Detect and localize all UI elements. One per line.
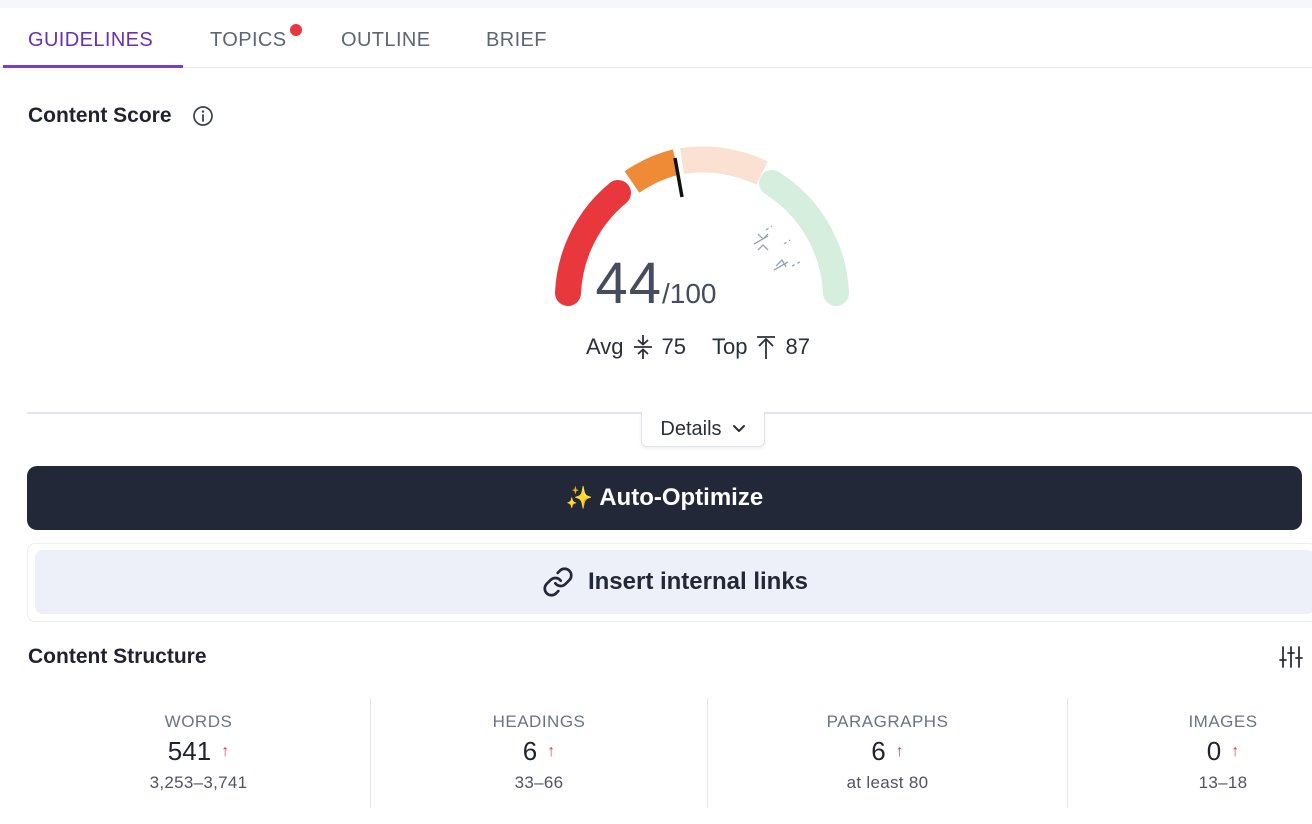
stat-range: 3,253–3,741 (149, 773, 248, 792)
stat-range: 13–18 (1198, 773, 1248, 792)
score-value: 44 (595, 251, 662, 316)
arrow-up-icon: ↑ (895, 742, 904, 760)
arrow-up-icon: ↑ (221, 742, 230, 760)
stat-range: 33–66 (514, 773, 564, 792)
active-tab-underline (3, 65, 183, 68)
top-strip (0, 0, 1312, 8)
stat-value: 541 (167, 736, 212, 766)
stat-separator (1067, 698, 1068, 808)
avg-value: 75 (661, 334, 686, 359)
sparkles-icon: ✨ (565, 485, 594, 510)
insert-links-label: Insert internal links (587, 568, 809, 595)
link-icon (543, 567, 573, 597)
tab-bar: GUIDELINES TOPICS OUTLINE BRIEF (0, 8, 1312, 68)
insert-links-container (27, 543, 1312, 622)
score-gauge (555, 146, 849, 306)
chevron-down-icon (732, 425, 745, 432)
content-score-title: Content Score (28, 104, 172, 127)
score-benchmarks: Avg 75 Top 87 (586, 332, 810, 362)
avg-icon (633, 335, 652, 359)
stat-label: PARAGRAPHS (826, 712, 949, 731)
gauge-segment-green (759, 170, 849, 306)
stat-words: WORDS 541 ↑ 3,253–3,741 (27, 700, 370, 808)
insert-internal-links-button[interactable]: Insert internal links (35, 550, 1312, 614)
gauge-segment-peach (680, 146, 768, 185)
stat-value: 0 (1206, 736, 1222, 766)
tab-outline[interactable]: OUTLINE (341, 29, 431, 51)
stat-headings: HEADINGS 6 ↑ 33–66 (371, 700, 707, 808)
gauge-top-marker (773, 258, 803, 271)
stat-separator (370, 698, 371, 808)
stat-paragraphs: PARAGRAPHS 6 ↑ at least 80 (708, 700, 1067, 808)
gauge-avg-marker (753, 225, 791, 251)
info-icon[interactable] (192, 105, 214, 127)
sliders-icon[interactable] (1278, 644, 1304, 670)
stat-value: 6 (871, 736, 886, 766)
gauge-needle (673, 157, 684, 198)
score-max: /100 (662, 278, 717, 309)
top-label: Top (712, 334, 748, 359)
details-toggle-button[interactable]: Details (641, 412, 765, 447)
score-readout: 44/100 (0, 250, 1312, 317)
top-value: 87 (785, 334, 810, 359)
content-structure-title: Content Structure (28, 645, 207, 668)
gauge-segment-orange (624, 149, 680, 193)
tab-guidelines[interactable]: GUIDELINES (28, 29, 154, 51)
avg-label: Avg (586, 334, 624, 359)
tab-topics[interactable]: TOPICS (210, 29, 287, 51)
notification-dot (290, 24, 302, 36)
stat-label: IMAGES (1188, 712, 1258, 731)
gauge-segment-red (555, 180, 631, 306)
stat-label: WORDS (164, 712, 233, 731)
tab-brief[interactable]: BRIEF (486, 29, 547, 51)
top-icon (757, 336, 776, 359)
arrow-up-icon: ↑ (1231, 742, 1240, 760)
auto-optimize-label: Auto-Optimize (599, 484, 764, 511)
details-label: Details (660, 417, 722, 440)
stat-label: HEADINGS (492, 712, 586, 731)
auto-optimize-button[interactable]: ✨ Auto-Optimize (27, 466, 1302, 530)
stat-range: at least 80 (846, 773, 929, 792)
arrow-up-icon: ↑ (547, 742, 556, 760)
stat-separator (707, 698, 708, 808)
stat-value: 6 (522, 736, 538, 766)
stat-images: IMAGES 0 ↑ 13–18 (1068, 700, 1312, 808)
